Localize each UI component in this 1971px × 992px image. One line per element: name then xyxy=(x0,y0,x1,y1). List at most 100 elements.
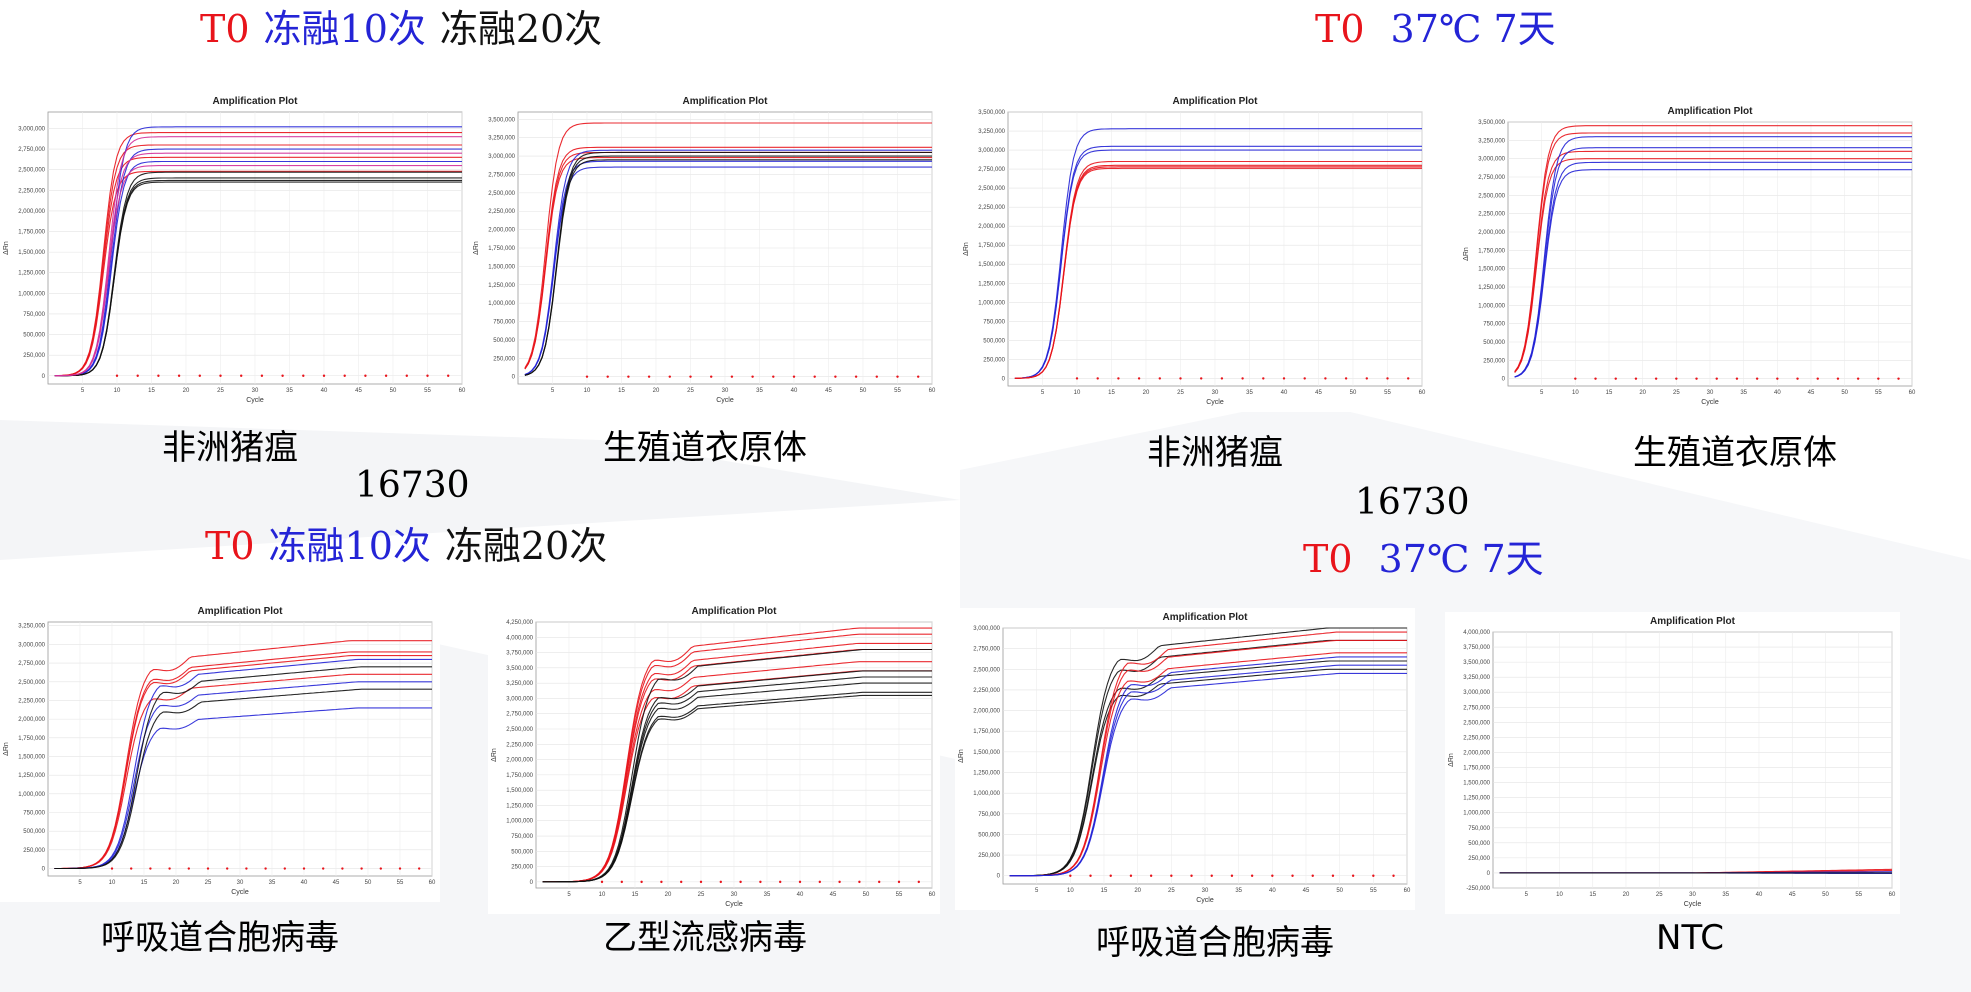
amplification-curve xyxy=(524,159,932,376)
y-tick-label: 3,250,000 xyxy=(18,624,45,630)
x-tick-label: 15 xyxy=(1108,390,1115,396)
amplification-curve xyxy=(1514,136,1912,378)
baseline-marker xyxy=(264,867,267,870)
baseline-marker xyxy=(245,867,248,870)
y-tick-label: 750,000 xyxy=(1483,322,1505,328)
x-tick-label: 20 xyxy=(653,388,660,394)
baseline-marker xyxy=(792,375,796,378)
y-tick-label: 1,000,000 xyxy=(978,300,1005,306)
y-tick-label: 1,750,000 xyxy=(1478,248,1505,254)
x-tick-label: 5 xyxy=(1035,888,1039,894)
x-tick-label: 45 xyxy=(1315,390,1322,396)
y-tick-label: 2,500,000 xyxy=(1463,720,1490,726)
baseline-marker xyxy=(730,375,734,378)
y-tick-label: 1,000,000 xyxy=(18,291,45,297)
legend-freeze-10: 冻融10次 xyxy=(263,7,426,51)
y-tick-label: 1,250,000 xyxy=(1463,796,1490,802)
x-tick-label: 15 xyxy=(632,892,639,898)
y-tick-label: 3,500,000 xyxy=(488,117,515,123)
x-tick-label: 35 xyxy=(1235,888,1242,894)
y-tick-label: 2,500,000 xyxy=(488,191,515,197)
x-tick-label: 45 xyxy=(355,388,362,394)
y-tick-label: 3,250,000 xyxy=(978,129,1005,135)
amplification-curve xyxy=(54,152,462,377)
amplification-curve xyxy=(1514,125,1912,372)
x-axis-label: Cycle xyxy=(246,397,264,404)
baseline-marker xyxy=(1170,874,1173,877)
y-tick-label: 1,250,000 xyxy=(1478,285,1505,291)
x-tick-label: 15 xyxy=(1589,892,1596,898)
x-tick-label: 50 xyxy=(863,892,870,898)
y-tick-label: 1,750,000 xyxy=(18,736,45,742)
x-tick-label: 10 xyxy=(1067,888,1074,894)
x-axis-label: Cycle xyxy=(725,901,743,908)
baseline-marker xyxy=(680,880,683,884)
amplification-curve xyxy=(542,648,932,883)
x-tick-label: 15 xyxy=(1101,888,1108,894)
y-tick-label: 750,000 xyxy=(493,320,515,326)
baseline-marker xyxy=(759,880,762,884)
amplification-curve xyxy=(524,157,932,370)
y-tick-label: 0 xyxy=(997,874,1001,880)
baseline-marker xyxy=(1200,377,1203,380)
baseline-marker xyxy=(1137,377,1141,380)
amplification-curve xyxy=(524,160,932,376)
chart-panel-ct-37c: Amplification Plot 0 250,000 500,000 750,000… xyxy=(1460,102,1920,412)
x-tick-label: 55 xyxy=(397,880,404,886)
y-tick-label: 2,500,000 xyxy=(1478,193,1505,199)
baseline-marker xyxy=(1117,377,1120,380)
x-tick-label: 20 xyxy=(1623,892,1630,898)
amplification-curve xyxy=(1009,652,1407,877)
y-tick-label: 500,000 xyxy=(23,333,45,339)
baseline-marker xyxy=(606,375,609,378)
amplification-curve xyxy=(1514,158,1912,373)
caption-ct-freeze: 生殖道衣原体 xyxy=(603,428,807,468)
x-tick-label: 5 xyxy=(81,388,85,394)
x-axis-label: Cycle xyxy=(1701,399,1719,406)
y-tick-label: 3,000,000 xyxy=(1478,157,1505,163)
baseline-marker xyxy=(281,374,284,377)
baseline-marker xyxy=(739,880,742,884)
legend-freeze-20: 冻融20次 xyxy=(439,7,603,51)
y-tick-label: 1,500,000 xyxy=(1478,267,1505,273)
y-tick-label: 3,000,000 xyxy=(1463,690,1490,696)
baseline-marker xyxy=(343,374,346,377)
y-tick-label: 2,000,000 xyxy=(978,224,1005,230)
y-tick-label: 3,000,000 xyxy=(978,148,1005,154)
sample-number-right: 16730 xyxy=(1355,482,1470,523)
amplification-curve xyxy=(54,688,432,870)
y-tick-label: 2,750,000 xyxy=(18,661,45,667)
legend-37c-7days: 37℃ 7天 xyxy=(1390,7,1556,51)
baseline-marker xyxy=(1574,377,1577,380)
x-tick-label: 35 xyxy=(1740,390,1747,396)
y-tick-label: 250,000 xyxy=(23,353,45,359)
x-tick-label: 45 xyxy=(1303,888,1310,894)
x-tick-label: 50 xyxy=(390,388,397,394)
amplification-curve xyxy=(1014,166,1422,379)
legend-t0: T0 xyxy=(1303,537,1353,581)
baseline-marker xyxy=(187,867,190,870)
x-tick-label: 5 xyxy=(78,880,82,886)
baseline-marker xyxy=(1158,377,1161,380)
y-tick-label: 0 xyxy=(42,867,46,873)
y-tick-label: 2,750,000 xyxy=(973,647,1000,653)
chart-title: Amplification Plot xyxy=(1668,106,1754,117)
x-tick-label: 5 xyxy=(1540,390,1544,396)
x-tick-label: 60 xyxy=(1909,390,1916,396)
amplification-plot-7: Amplification Plot 0 250,000 500,000 750,000… xyxy=(958,612,1411,904)
amplification-curve xyxy=(1514,147,1912,378)
y-tick-label: 250,000 xyxy=(511,865,533,871)
chart-title: Amplification Plot xyxy=(683,96,769,107)
x-tick-label: 40 xyxy=(1269,888,1276,894)
y-tick-label: 3,500,000 xyxy=(1463,660,1490,666)
x-tick-label: 10 xyxy=(114,388,121,394)
x-tick-label: 40 xyxy=(1774,390,1781,396)
baseline-marker xyxy=(1755,377,1759,380)
y-tick-label: 2,750,000 xyxy=(978,167,1005,173)
y-tick-label: 2,750,000 xyxy=(488,172,515,178)
x-tick-label: 30 xyxy=(1689,892,1696,898)
baseline-marker xyxy=(1271,874,1274,877)
y-tick-label: 3,750,000 xyxy=(1463,645,1490,651)
y-tick-label: 250,000 xyxy=(493,356,515,362)
baseline-marker xyxy=(1836,377,1840,380)
